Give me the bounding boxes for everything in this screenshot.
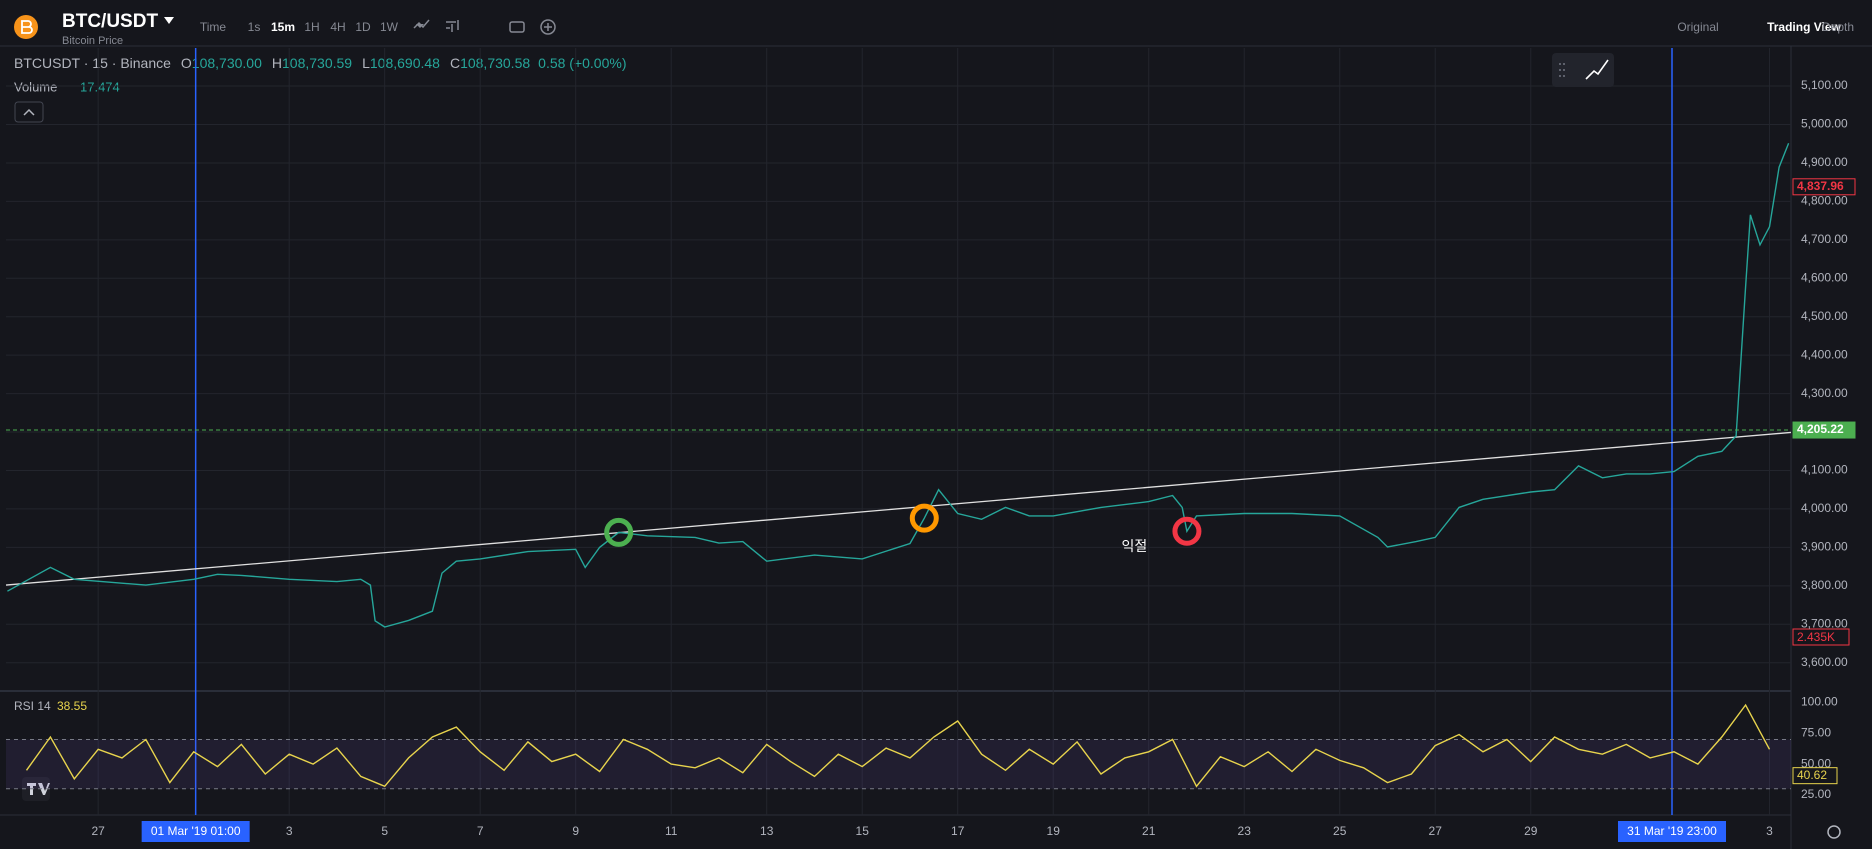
view-tab[interactable]: Original — [1677, 20, 1718, 34]
x-tick-label: 3 — [1766, 824, 1773, 838]
marker-tag — [1618, 821, 1726, 842]
ohlc-label: C — [450, 55, 460, 71]
x-tick-label: 9 — [572, 824, 579, 838]
timeframe-button[interactable]: 4H — [330, 20, 345, 34]
rsi-tag — [1792, 767, 1838, 785]
x-tick-label: 27 — [91, 824, 105, 838]
marker-label: 01 Mar '19 01:00 — [151, 824, 241, 838]
y-tick-label: 4,400.00 — [1801, 347, 1848, 361]
annotation: 익절 — [1122, 538, 1148, 554]
timeframe-button[interactable]: 15m — [271, 20, 295, 34]
snapshot-icon[interactable] — [509, 21, 525, 33]
rsi-legend-value: 38.55 — [57, 699, 87, 713]
x-tick-label: 11 — [665, 824, 678, 838]
rsi-axis-value: 40.62 — [1797, 768, 1827, 782]
y-tick-label: 3,800.00 — [1801, 578, 1848, 592]
x-tick-label: 29 — [1524, 824, 1538, 838]
y-tick-label: 3,900.00 — [1801, 540, 1848, 554]
y-tick-label: 5,000.00 — [1801, 117, 1848, 131]
x-tick-label: 15 — [856, 824, 870, 838]
y-tick-label: 5,100.00 — [1801, 78, 1848, 92]
x-tick-label: 23 — [1238, 824, 1252, 838]
toolbar-grip — [1559, 63, 1565, 77]
tv-logo-glyph — [27, 783, 50, 795]
y-tick-label: 3,700.00 — [1801, 616, 1848, 630]
collapse-arrow — [23, 108, 35, 116]
y-tick-label: 4,900.00 — [1801, 155, 1848, 169]
timeframe-button: Time — [200, 20, 227, 34]
timeframe-dropdown[interactable] — [416, 24, 424, 28]
timeframe-button[interactable]: 1D — [355, 20, 371, 34]
y-tick-label: 4,500.00 — [1801, 309, 1848, 323]
x-tick-label: 5 — [381, 824, 388, 838]
y-tick-label: 25.00 — [1801, 787, 1831, 801]
chart-layer: Time 1s 15m 1H 4H 1D 1W Original Trading ViewDep… — [5, 20, 1856, 842]
signal-circle — [1172, 516, 1202, 546]
volume-axis-label: 2.435K — [1797, 630, 1835, 644]
marker-label: 31 Mar '19 23:00 — [1627, 824, 1717, 838]
rsi-title: RSI 14 — [14, 699, 51, 713]
ohlc-legend: BTCUSDT · 15 · Binance O108,730.00 H108,73… — [14, 55, 627, 71]
price-tag-label: 4,205.22 — [1797, 422, 1844, 436]
ohlc-label: L — [362, 55, 370, 71]
y-tick-label: 4,700.00 — [1801, 232, 1848, 246]
template-icon[interactable] — [446, 20, 459, 32]
y-tick-label: 50.00 — [1801, 756, 1831, 770]
x-tick-label: 3 — [286, 824, 293, 838]
volume-label: Volume — [14, 79, 57, 94]
signal-circle — [909, 503, 939, 533]
timeframe-button[interactable]: 1H — [304, 20, 319, 34]
floating-toolbar[interactable] — [1552, 53, 1614, 87]
volume-tag — [1792, 628, 1850, 646]
btc-icon-glyph — [21, 20, 33, 34]
ohlc-value: 108,730.59 — [282, 55, 352, 71]
view-tab[interactable]: Depth — [1822, 20, 1854, 34]
price-tag — [1792, 421, 1856, 439]
ohlc-value: 108,730.58 — [460, 55, 530, 71]
x-tick-label: 17 — [951, 824, 965, 838]
instrument: BTCUSDT · 15 · Binance — [14, 55, 171, 71]
ohlc-label: O — [181, 55, 192, 71]
y-tick-label: 4,800.00 — [1801, 194, 1848, 208]
x-tick-label: 19 — [1047, 824, 1061, 838]
change: 0.58 (+0.00%) — [538, 55, 626, 71]
price-tag-label: 4,837.96 — [1797, 179, 1844, 193]
y-tick-label: 4,100.00 — [1801, 463, 1848, 477]
y-tick-label: 75.00 — [1801, 725, 1831, 739]
signal-circle — [604, 517, 634, 547]
x-tick-label: 27 — [1429, 824, 1443, 838]
y-tick-label: 3,600.00 — [1801, 655, 1848, 669]
price-line — [7, 143, 1790, 628]
volume-value: 17.474 — [80, 79, 120, 94]
add-icon[interactable] — [540, 19, 556, 35]
y-tick-label: 4,300.00 — [1801, 386, 1848, 400]
view-tab[interactable]: Trading View — [1767, 20, 1841, 34]
x-tick-label: 25 — [1333, 824, 1347, 838]
ohlc-label: H — [272, 55, 282, 71]
trendline-tool[interactable] — [1585, 59, 1609, 80]
x-tick-label: 13 — [760, 824, 774, 838]
price-tag — [1792, 178, 1856, 196]
timeframe-button[interactable]: 1W — [380, 20, 399, 34]
price-line — [25, 703, 1771, 788]
x-tick-label: 21 — [1142, 824, 1156, 838]
y-tick-label: 4,000.00 — [1801, 501, 1848, 515]
collapse-button[interactable] — [14, 101, 44, 123]
settings-icon[interactable] — [1827, 825, 1841, 839]
ohlc-value: 108,730.00 — [192, 55, 262, 71]
symbol[interactable]: BTC/USDT — [62, 11, 158, 32]
x-tick-label: 7 — [477, 824, 484, 838]
trendline — [5, 431, 1792, 586]
symbol-dropdown[interactable] — [164, 17, 174, 24]
y-tick-label: 4,600.00 — [1801, 270, 1848, 284]
marker-tag — [141, 821, 250, 842]
rsi-band — [6, 739, 1791, 789]
subtitle: Bitcoin Price — [62, 35, 123, 47]
ohlc-value: 108,690.48 — [370, 55, 440, 71]
y-tick-label: 100.00 — [1801, 695, 1838, 709]
timeframe-button[interactable]: 1s — [248, 20, 261, 34]
